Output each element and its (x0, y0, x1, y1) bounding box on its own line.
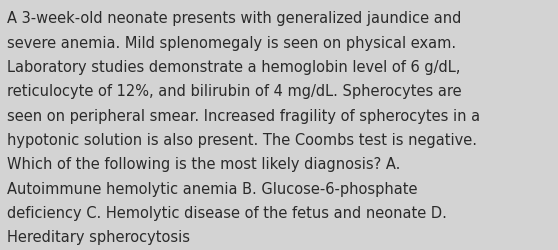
Text: reticulocyte of 12%, and bilirubin of 4 mg/dL. Spherocytes are: reticulocyte of 12%, and bilirubin of 4 … (7, 84, 462, 99)
Text: A 3-week-old neonate presents with generalized jaundice and: A 3-week-old neonate presents with gener… (7, 11, 461, 26)
Text: seen on peripheral smear. Increased fragility of spherocytes in a: seen on peripheral smear. Increased frag… (7, 108, 480, 123)
Text: deficiency C. Hemolytic disease of the fetus and neonate D.: deficiency C. Hemolytic disease of the f… (7, 205, 447, 220)
Text: hypotonic solution is also present. The Coombs test is negative.: hypotonic solution is also present. The … (7, 132, 477, 148)
Text: Which of the following is the most likely diagnosis? A.: Which of the following is the most likel… (7, 157, 401, 172)
Text: Laboratory studies demonstrate a hemoglobin level of 6 g/dL,: Laboratory studies demonstrate a hemoglo… (7, 60, 461, 75)
Text: Autoimmune hemolytic anemia B. Glucose-6-phosphate: Autoimmune hemolytic anemia B. Glucose-6… (7, 181, 418, 196)
Text: severe anemia. Mild splenomegaly is seen on physical exam.: severe anemia. Mild splenomegaly is seen… (7, 36, 456, 51)
Text: Hereditary spherocytosis: Hereditary spherocytosis (7, 230, 190, 244)
